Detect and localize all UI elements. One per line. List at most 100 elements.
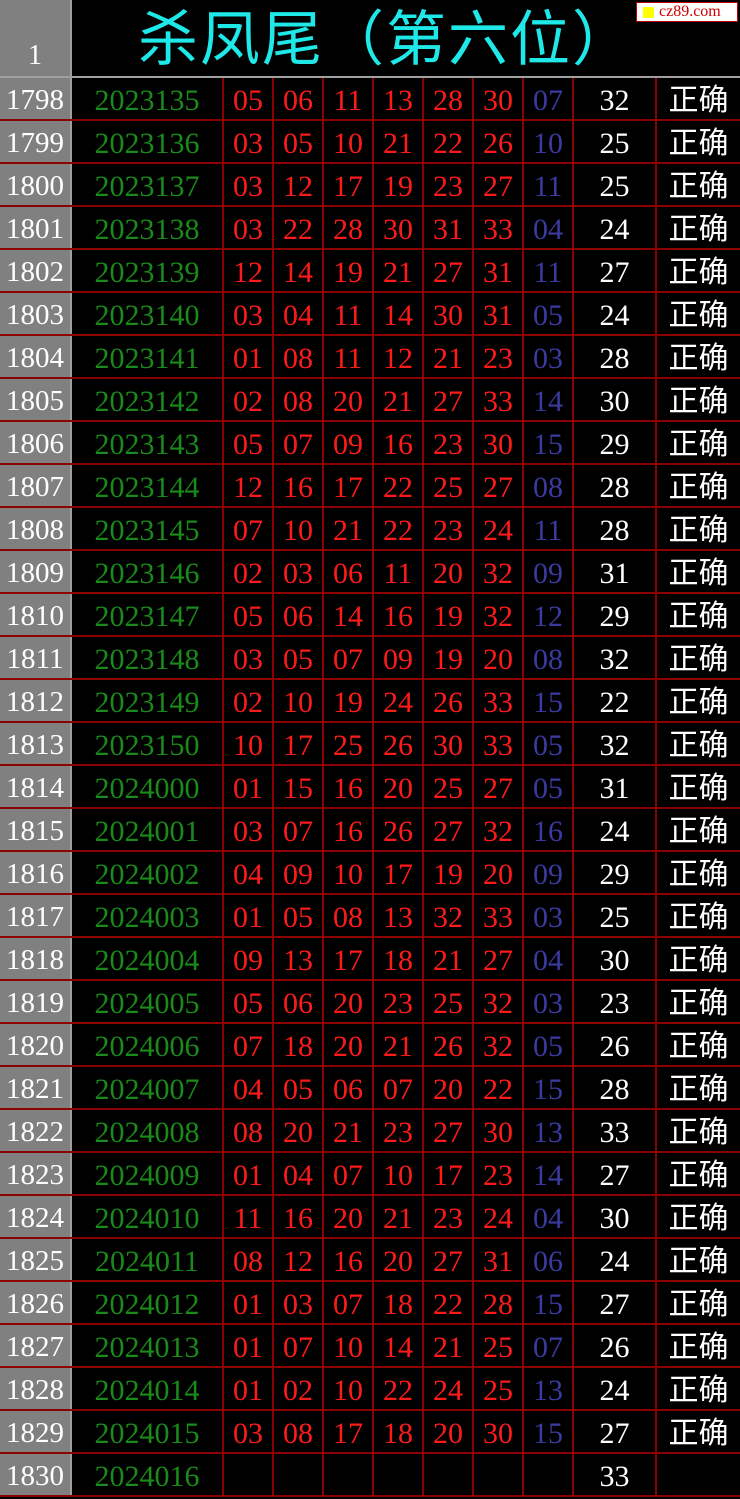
red-ball-cell[interactable]: 01 <box>224 1153 274 1194</box>
sum-cell[interactable]: 31 <box>574 551 657 592</box>
issue-cell[interactable]: 2023139 <box>72 250 224 291</box>
red-ball-cell[interactable]: 12 <box>274 164 324 205</box>
red-ball-cell[interactable]: 27 <box>474 465 524 506</box>
row-number[interactable]: 1820 <box>0 1024 72 1065</box>
red-ball-cell[interactable]: 15 <box>274 766 324 807</box>
red-ball-cell[interactable]: 25 <box>474 1325 524 1366</box>
red-ball-cell[interactable]: 33 <box>474 723 524 764</box>
result-cell[interactable]: 正确 <box>668 1331 729 1364</box>
red-ball-cell[interactable]: 20 <box>424 1067 474 1108</box>
red-ball-cell[interactable]: 05 <box>274 895 324 936</box>
red-ball-cell[interactable]: 21 <box>424 336 474 377</box>
red-ball-cell[interactable]: 07 <box>324 1282 374 1323</box>
blue-ball-cell[interactable]: 09 <box>524 551 574 592</box>
red-ball-cell[interactable]: 32 <box>474 594 524 635</box>
red-ball-cell[interactable]: 05 <box>224 78 274 119</box>
issue-cell[interactable]: 2023140 <box>72 293 224 334</box>
blue-ball-cell[interactable]: 12 <box>524 594 574 635</box>
red-ball-cell[interactable]: 01 <box>224 1325 274 1366</box>
red-ball-cell[interactable]: 24 <box>424 1368 474 1409</box>
sum-cell[interactable]: 26 <box>574 1325 657 1366</box>
red-ball-cell[interactable]: 02 <box>224 379 274 420</box>
red-ball-cell[interactable]: 11 <box>374 551 424 592</box>
row-number[interactable]: 1811 <box>0 637 72 678</box>
red-ball-cell[interactable] <box>474 1454 524 1495</box>
red-ball-cell[interactable]: 01 <box>224 1368 274 1409</box>
red-ball-cell[interactable]: 33 <box>474 895 524 936</box>
issue-cell[interactable]: 2024007 <box>72 1067 224 1108</box>
red-ball-cell[interactable]: 28 <box>474 1282 524 1323</box>
sum-cell[interactable]: 27 <box>574 1282 657 1323</box>
red-ball-cell[interactable]: 08 <box>224 1110 274 1151</box>
row-number[interactable]: 1818 <box>0 938 72 979</box>
issue-cell[interactable]: 2023146 <box>72 551 224 592</box>
red-ball-cell[interactable]: 04 <box>274 293 324 334</box>
red-ball-cell[interactable]: 19 <box>374 164 424 205</box>
blue-ball-cell[interactable]: 05 <box>524 1024 574 1065</box>
red-ball-cell[interactable]: 23 <box>474 336 524 377</box>
blue-ball-cell[interactable] <box>524 1454 574 1495</box>
red-ball-cell[interactable]: 01 <box>224 895 274 936</box>
result-cell[interactable]: 正确 <box>668 213 729 246</box>
red-ball-cell[interactable]: 17 <box>324 1411 374 1452</box>
red-ball-cell[interactable]: 18 <box>374 1282 424 1323</box>
red-ball-cell[interactable]: 20 <box>274 1110 324 1151</box>
issue-cell[interactable]: 2024001 <box>72 809 224 850</box>
red-ball-cell[interactable]: 10 <box>324 1368 374 1409</box>
red-ball-cell[interactable]: 13 <box>374 78 424 119</box>
sum-cell[interactable]: 22 <box>574 680 657 721</box>
row-number[interactable]: 1824 <box>0 1196 72 1237</box>
red-ball-cell[interactable]: 11 <box>324 78 374 119</box>
red-ball-cell[interactable]: 04 <box>224 852 274 893</box>
sum-cell[interactable]: 27 <box>574 1153 657 1194</box>
red-ball-cell[interactable]: 06 <box>274 78 324 119</box>
red-ball-cell[interactable]: 18 <box>274 1024 324 1065</box>
result-cell[interactable]: 正确 <box>668 1030 729 1063</box>
red-ball-cell[interactable]: 23 <box>424 1196 474 1237</box>
red-ball-cell[interactable]: 14 <box>374 293 424 334</box>
red-ball-cell[interactable]: 07 <box>324 1153 374 1194</box>
red-ball-cell[interactable]: 23 <box>374 981 424 1022</box>
blue-ball-cell[interactable]: 11 <box>524 164 574 205</box>
sum-cell[interactable]: 24 <box>574 207 657 248</box>
blue-ball-cell[interactable]: 03 <box>524 336 574 377</box>
result-cell[interactable]: 正确 <box>668 471 729 504</box>
blue-ball-cell[interactable]: 10 <box>524 121 574 162</box>
sum-cell[interactable]: 24 <box>574 809 657 850</box>
red-ball-cell[interactable]: 03 <box>224 1411 274 1452</box>
red-ball-cell[interactable]: 11 <box>324 293 374 334</box>
issue-cell[interactable]: 2023136 <box>72 121 224 162</box>
sum-cell[interactable]: 28 <box>574 1067 657 1108</box>
red-ball-cell[interactable]: 20 <box>324 1196 374 1237</box>
red-ball-cell[interactable]: 03 <box>224 809 274 850</box>
red-ball-cell[interactable]: 05 <box>224 422 274 463</box>
issue-cell[interactable]: 2024002 <box>72 852 224 893</box>
row-number[interactable]: 1806 <box>0 422 72 463</box>
red-ball-cell[interactable]: 06 <box>274 981 324 1022</box>
issue-cell[interactable]: 2023142 <box>72 379 224 420</box>
red-ball-cell[interactable]: 26 <box>424 680 474 721</box>
red-ball-cell[interactable]: 10 <box>324 1325 374 1366</box>
row-number[interactable]: 1815 <box>0 809 72 850</box>
sum-cell[interactable]: 25 <box>574 121 657 162</box>
result-cell[interactable]: 正确 <box>668 299 729 332</box>
red-ball-cell[interactable]: 22 <box>424 121 474 162</box>
red-ball-cell[interactable]: 07 <box>224 1024 274 1065</box>
row-number[interactable]: 1803 <box>0 293 72 334</box>
row-number[interactable]: 1826 <box>0 1282 72 1323</box>
issue-cell[interactable]: 2024010 <box>72 1196 224 1237</box>
red-ball-cell[interactable]: 23 <box>424 164 474 205</box>
red-ball-cell[interactable]: 10 <box>274 508 324 549</box>
red-ball-cell[interactable]: 21 <box>374 1196 424 1237</box>
blue-ball-cell[interactable]: 04 <box>524 938 574 979</box>
red-ball-cell[interactable]: 10 <box>274 680 324 721</box>
red-ball-cell[interactable]: 06 <box>274 594 324 635</box>
red-ball-cell[interactable]: 02 <box>224 680 274 721</box>
red-ball-cell[interactable]: 03 <box>224 637 274 678</box>
result-cell[interactable]: 正确 <box>668 1245 729 1278</box>
red-ball-cell[interactable]: 03 <box>224 164 274 205</box>
blue-ball-cell[interactable]: 06 <box>524 1239 574 1280</box>
red-ball-cell[interactable]: 23 <box>474 1153 524 1194</box>
blue-ball-cell[interactable]: 03 <box>524 895 574 936</box>
red-ball-cell[interactable]: 27 <box>424 250 474 291</box>
